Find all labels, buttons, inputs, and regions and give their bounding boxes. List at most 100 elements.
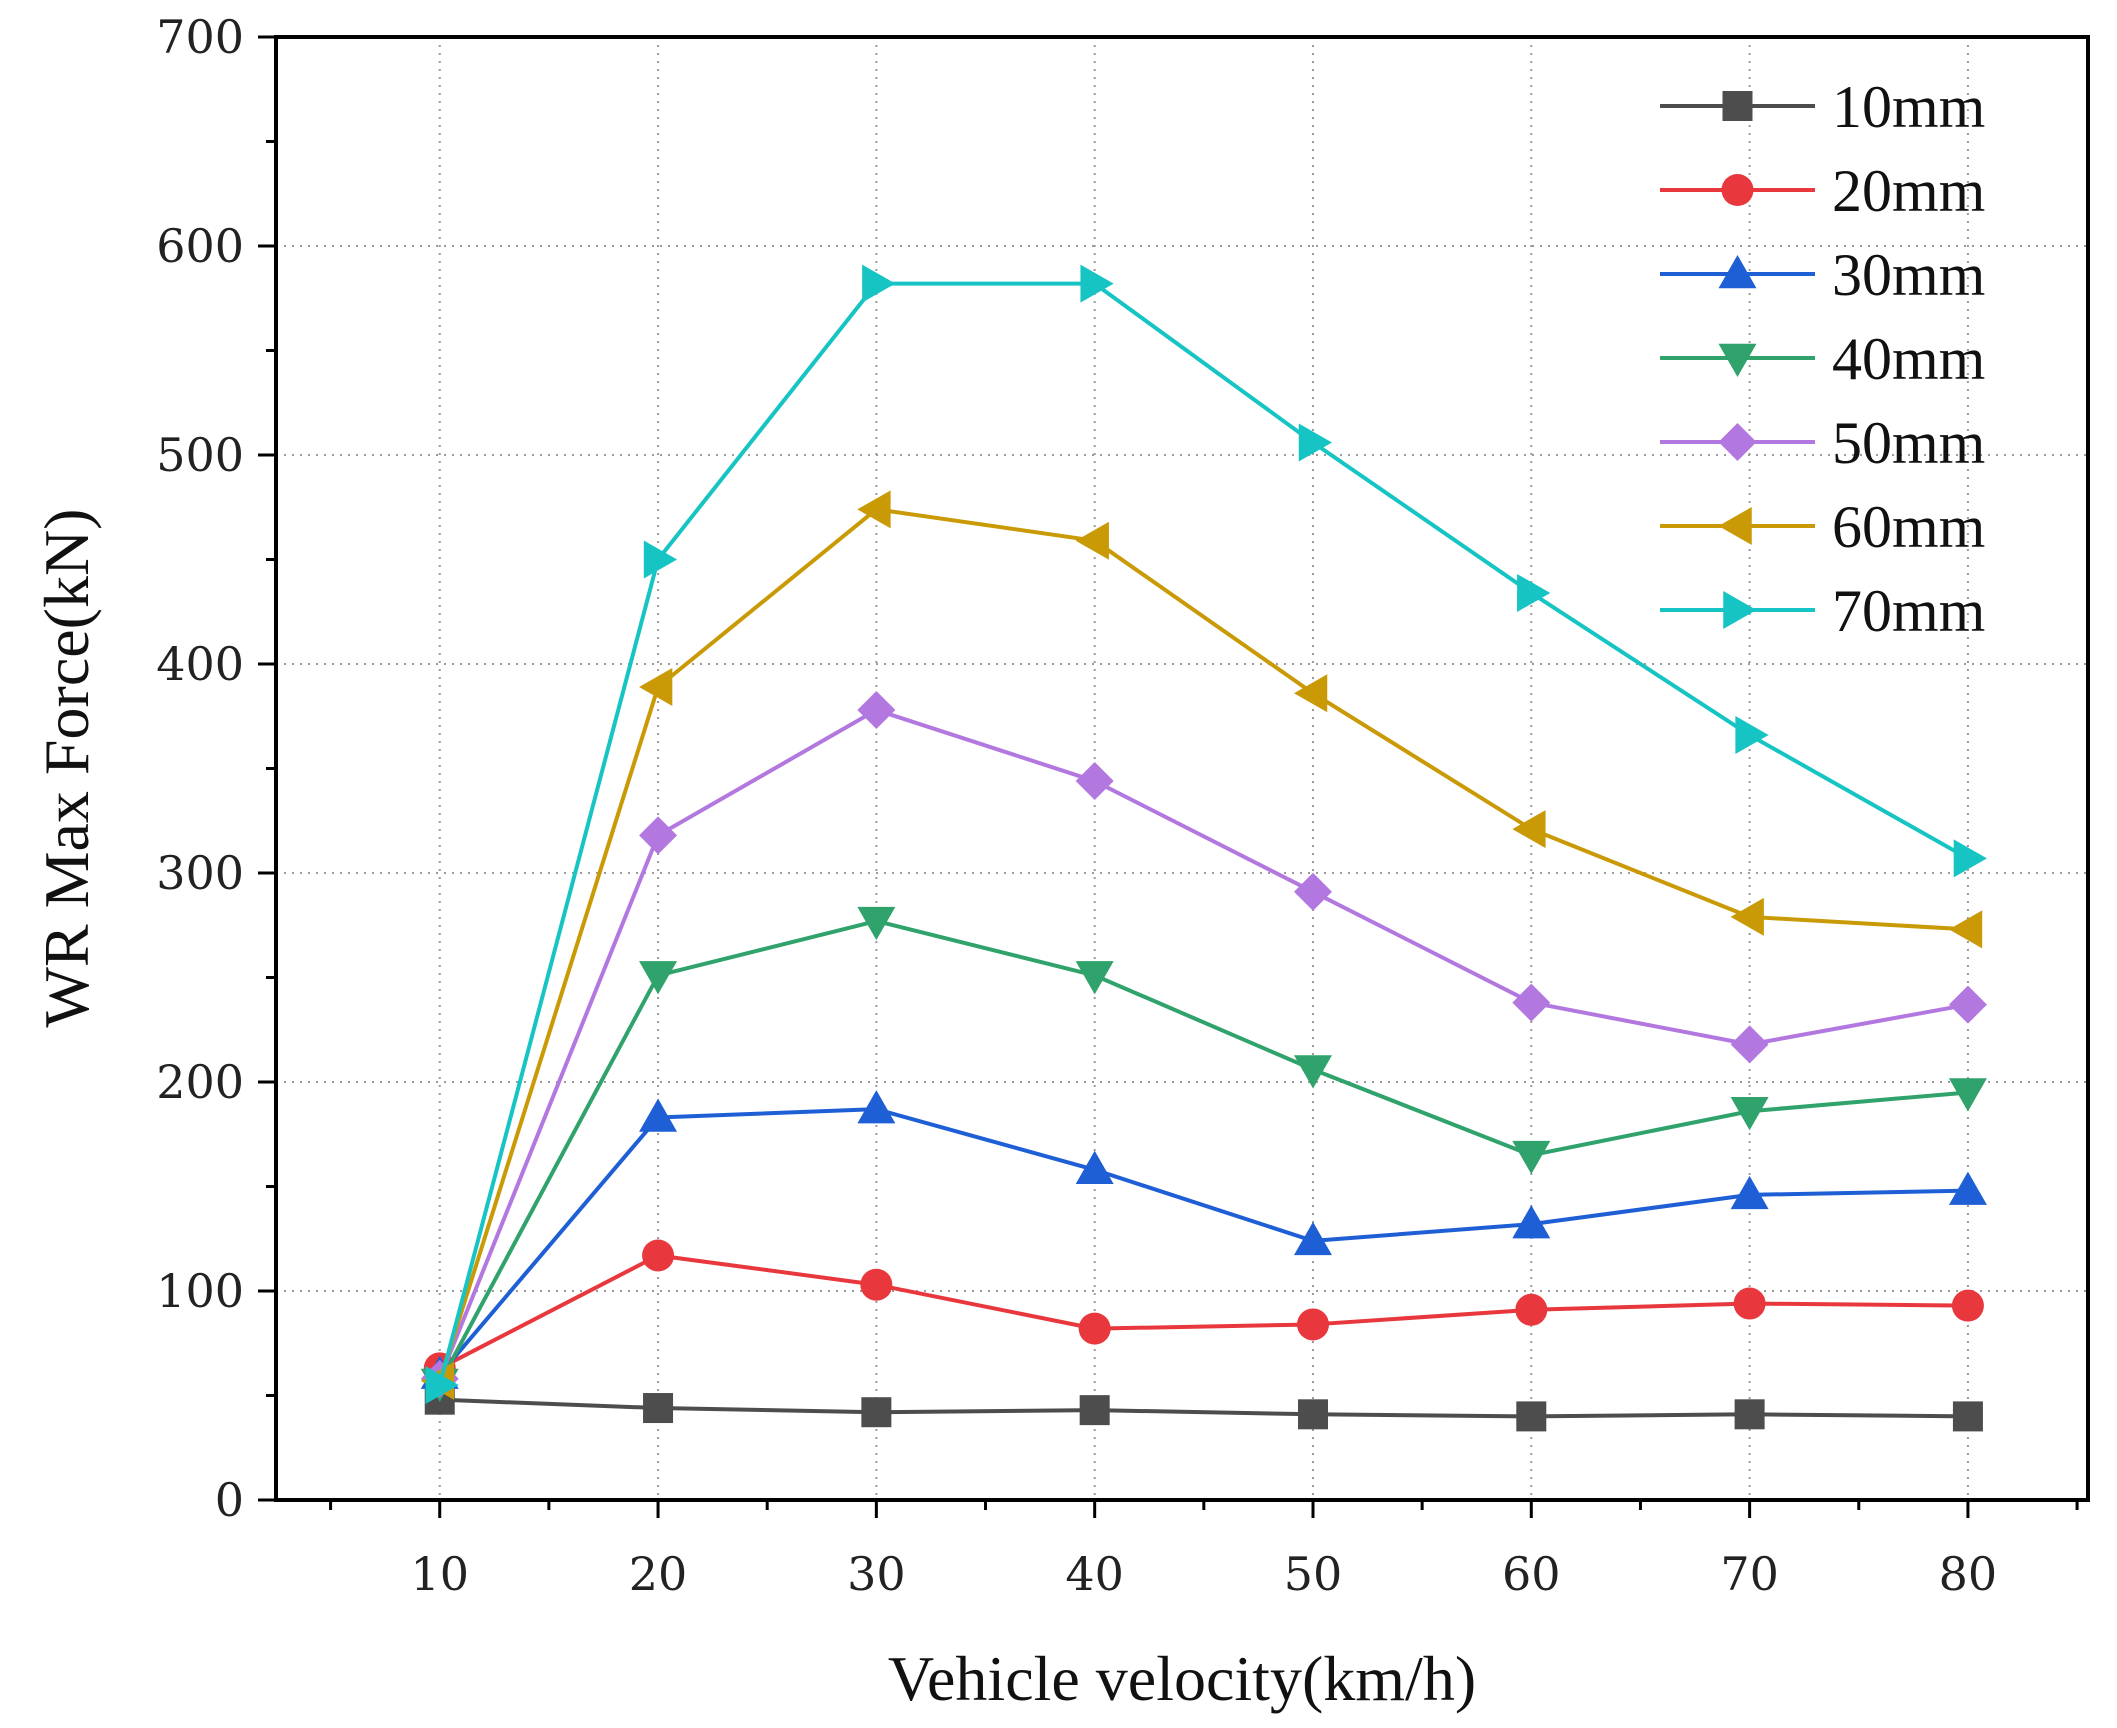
data-point: [1075, 961, 1114, 995]
data-point: [1953, 839, 1987, 878]
data-point: [1293, 1055, 1332, 1089]
x-axis-title: Vehicle velocity(km/h): [888, 1643, 1476, 1714]
data-point: [1730, 1025, 1769, 1064]
legend-item: 60mm: [1660, 494, 1985, 560]
x-tick-label: 20: [629, 1547, 688, 1601]
data-point: [1075, 521, 1109, 560]
y-tick-label: 700: [156, 10, 244, 64]
legend-label: 50mm: [1832, 410, 1985, 476]
legend-marker: [1722, 91, 1753, 121]
data-point: [639, 1098, 678, 1132]
y-tick-label: 500: [156, 428, 244, 482]
x-tick-label: 50: [1284, 1547, 1343, 1601]
data-point: [1735, 716, 1769, 755]
data-point: [1297, 1399, 1328, 1430]
legend-label: 60mm: [1832, 494, 1985, 560]
data-point: [857, 690, 896, 729]
data-point: [1512, 1140, 1551, 1175]
legend-label: 70mm: [1832, 578, 1985, 644]
series-30mm: [420, 1090, 1987, 1389]
x-tick-label: 80: [1939, 1547, 1998, 1601]
legend-marker: [1718, 255, 1757, 289]
data-point: [857, 906, 896, 941]
x-tick-label: 60: [1502, 1547, 1561, 1601]
data-point: [1734, 1399, 1765, 1430]
legend: 10mm 20mm 30mm 40mm 50mm 60mm 70mm: [1660, 74, 1985, 644]
data-point: [425, 1366, 459, 1405]
legend-item: 70mm: [1660, 578, 1985, 644]
data-point: [1948, 1078, 1987, 1112]
tick-labels: 0 100 200 300 400 500 600 700 10 20 30 40 50 60 70 80: [156, 10, 1997, 1601]
data-point: [1948, 985, 1987, 1024]
data-point: [1075, 762, 1114, 801]
data-point: [1948, 1171, 1987, 1205]
data-point: [860, 1268, 893, 1301]
legend-marker: [1718, 507, 1752, 545]
data-point: [1293, 1221, 1332, 1256]
series-layer: [420, 264, 1987, 1432]
data-point: [643, 540, 678, 579]
series-line: [437, 919, 1969, 1384]
data-point: [1512, 810, 1546, 849]
axis-ticks: [258, 35, 2079, 1518]
data-point: [639, 961, 678, 995]
data-point: [1948, 910, 1983, 949]
legend-label: 10mm: [1832, 74, 1985, 140]
data-point: [1075, 1150, 1114, 1185]
data-point: [1512, 1205, 1551, 1239]
legend-marker: [1723, 591, 1757, 629]
data-point: [1079, 1395, 1110, 1426]
legend-item: 50mm: [1660, 410, 1985, 476]
x-tick-label: 40: [1065, 1547, 1124, 1601]
series-70mm: [425, 264, 1987, 1405]
series-line: [438, 1107, 1968, 1376]
data-point: [857, 490, 891, 529]
data-point: [1298, 423, 1332, 462]
data-point: [1730, 1175, 1769, 1210]
data-point: [1296, 1308, 1329, 1341]
data-point: [861, 1397, 892, 1428]
data-point: [1733, 1287, 1766, 1320]
data-point: [639, 667, 673, 706]
series-line: [437, 507, 1969, 1382]
data-point: [1516, 1401, 1547, 1432]
x-tick-label: 70: [1720, 1547, 1779, 1601]
grid-lines: [276, 37, 2088, 1500]
y-tick-label: 100: [156, 1264, 244, 1318]
legend-marker: [1718, 423, 1757, 461]
y-tick-label: 300: [156, 846, 244, 900]
legend-item: 10mm: [1660, 74, 1985, 140]
x-tick-label: 10: [410, 1547, 469, 1601]
legend-item: 20mm: [1660, 158, 1985, 224]
data-point: [1293, 872, 1332, 911]
data-point: [642, 1239, 675, 1272]
y-axis-title: WR Max Force(kN): [31, 509, 102, 1028]
plot-frame: [274, 35, 2090, 1502]
series-60mm: [420, 490, 1983, 1400]
series-10mm: [424, 1384, 1983, 1432]
y-tick-label: 600: [156, 219, 244, 273]
y-tick-label: 0: [215, 1473, 244, 1527]
data-point: [1080, 264, 1114, 303]
data-point: [1078, 1312, 1111, 1345]
data-point: [862, 264, 896, 303]
data-point: [1952, 1401, 1983, 1432]
series-line: [437, 707, 1969, 1380]
legend-marker: [1718, 343, 1757, 377]
data-point: [1517, 573, 1551, 612]
data-point: [1293, 674, 1328, 713]
data-point: [1512, 983, 1551, 1022]
legend-label: 30mm: [1832, 242, 1985, 308]
series-line: [438, 1253, 1968, 1371]
legend-item: 30mm: [1660, 242, 1985, 308]
legend-item: 40mm: [1660, 326, 1985, 392]
data-point: [1730, 1097, 1769, 1131]
legend-label: 40mm: [1832, 326, 1985, 392]
legend-label: 20mm: [1832, 158, 1985, 224]
data-point: [1951, 1289, 1984, 1322]
data-point: [857, 1090, 896, 1124]
data-point: [1730, 897, 1764, 936]
x-tick-label: 30: [847, 1547, 906, 1601]
y-tick-label: 400: [156, 637, 244, 691]
